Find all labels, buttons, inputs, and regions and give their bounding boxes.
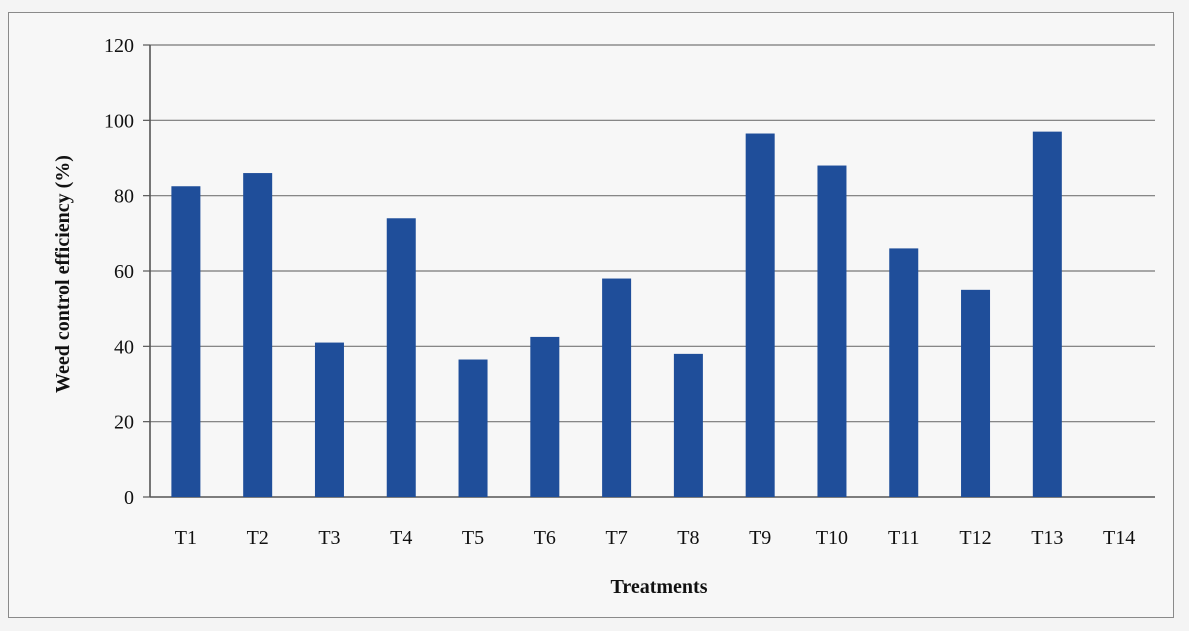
bar-t11	[889, 248, 919, 497]
y-tick-label: 80	[114, 186, 134, 208]
bar-t4	[386, 218, 416, 497]
bar-t5	[458, 359, 488, 497]
bar-t9	[745, 133, 775, 497]
bar-t13	[1032, 131, 1062, 497]
bar-t2	[243, 173, 273, 498]
bar-t7	[602, 278, 632, 497]
x-tick-label: T4	[390, 527, 412, 549]
bar-t1	[171, 186, 201, 497]
x-tick-label: T10	[816, 527, 848, 549]
bars	[171, 131, 1062, 498]
bar-t8	[673, 353, 703, 497]
x-tick-label: T8	[677, 527, 699, 549]
bar-t12	[961, 289, 991, 497]
x-tick-label: T13	[1031, 527, 1063, 549]
x-tick-label: T2	[247, 527, 269, 549]
y-tick-label: 120	[104, 35, 134, 57]
x-tick-label: T11	[888, 527, 919, 549]
y-tick-label: 0	[124, 487, 134, 509]
x-tick-label: T5	[462, 527, 484, 549]
x-axis-title: Treatments	[610, 576, 707, 598]
x-tick-label: T6	[534, 527, 556, 549]
y-tick-label: 60	[114, 261, 134, 283]
x-tick-label: T3	[318, 527, 340, 549]
x-axis-ticks: T1 T2 T3 T4 T5 T6 T7 T8 T9 T10 T11 T12 T13 T14	[175, 527, 1135, 549]
x-tick-label: T12	[959, 527, 991, 549]
y-tick-label: 40	[114, 336, 134, 358]
x-tick-label: T14	[1103, 527, 1135, 549]
x-tick-label: T1	[175, 527, 197, 549]
x-tick-label: T9	[749, 527, 771, 549]
y-tick-label: 100	[104, 110, 134, 132]
y-axis-title: Weed control efficiency (%)	[52, 155, 74, 393]
gridlines	[143, 44, 1155, 498]
bar-t6	[530, 336, 560, 497]
x-tick-label: T7	[605, 527, 627, 549]
y-axis-ticks: 0 20 40 60 80 100 120	[104, 35, 134, 509]
bar-t3	[314, 342, 344, 497]
bar-t10	[817, 165, 847, 498]
y-tick-label: 20	[114, 412, 134, 434]
